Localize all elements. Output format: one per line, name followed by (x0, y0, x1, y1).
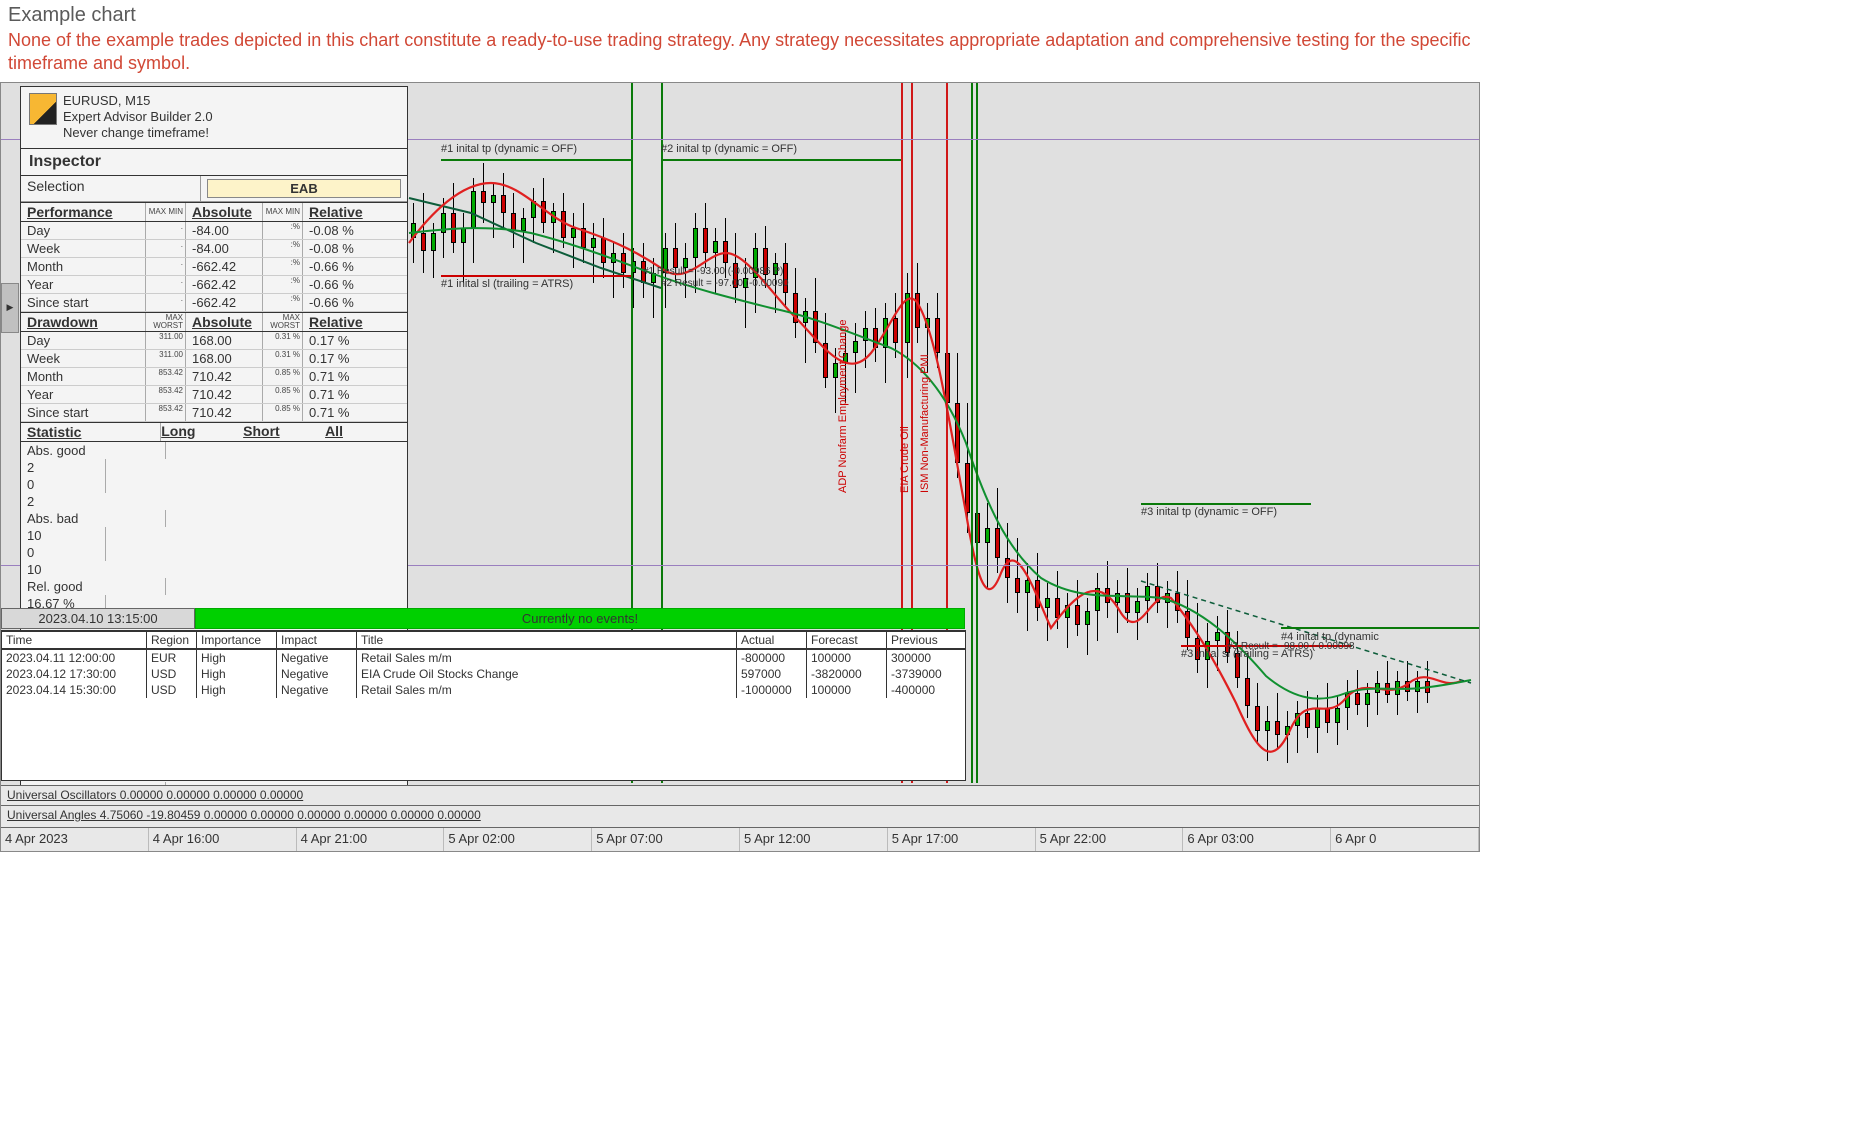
tp-marker-1 (441, 159, 631, 161)
ev-col-title[interactable]: Title (357, 632, 737, 648)
stat-header: Statistic (21, 423, 161, 441)
selection-label: Selection (21, 176, 201, 201)
table-row: Abs. bad10010 (21, 510, 407, 578)
ev-col-previous[interactable]: Previous (887, 632, 965, 648)
table-row: Since start853.42710.420.85 %0.71 % (21, 404, 407, 422)
table-row: Year.-662.42:%-0.66 % (21, 276, 407, 294)
anno-r2: #2 Result = -97.00 (-0.00090 (661, 278, 789, 289)
perf-rel-header: Relative (303, 203, 380, 221)
time-tick: 5 Apr 17:00 (888, 828, 1036, 851)
time-axis: 4 Apr 20234 Apr 16:004 Apr 21:005 Apr 02… (1, 827, 1479, 851)
perf-abs-header: Absolute (186, 203, 263, 221)
ev-col-impact[interactable]: Impact (277, 632, 357, 648)
panel-expand-handle[interactable] (1, 283, 19, 333)
table-row: Month.-662.42:%-0.66 % (21, 258, 407, 276)
inspector-header: Inspector (21, 149, 407, 176)
anno-sl1: #1 inital sl (trailing = ATRS) (441, 278, 573, 290)
anno-tp2: #2 inital tp (dynamic = OFF) (661, 143, 797, 155)
events-timestamp: 2023.04.10 13:15:00 (1, 608, 195, 629)
page-title: Example chart (0, 0, 1480, 29)
time-tick: 4 Apr 16:00 (149, 828, 297, 851)
time-tick: 6 Apr 03:00 (1183, 828, 1331, 851)
app-logo-icon (29, 93, 57, 125)
vline-green-3 (971, 83, 973, 783)
chart-subtitle1: Expert Advisor Builder 2.0 (63, 109, 213, 125)
anno-tp3: #3 inital tp (dynamic = OFF) (1141, 506, 1277, 518)
time-tick: 5 Apr 22:00 (1036, 828, 1184, 851)
vtext-adp: ADP Nonfarm Employment Change (837, 319, 849, 492)
page-warning: None of the example trades depicted in t… (0, 29, 1480, 82)
time-tick: 4 Apr 21:00 (297, 828, 445, 851)
vtext-ism: ISM Non-Manufacturing PMI (919, 354, 931, 493)
table-row: Year853.42710.420.85 %0.71 % (21, 386, 407, 404)
table-row: Week.-84.00:%-0.08 % (21, 240, 407, 258)
event-row[interactable]: 2023.04.11 12:00:00EURHighNegativeRetail… (2, 650, 965, 666)
table-row: Since start.-662.42:%-0.66 % (21, 294, 407, 312)
ev-col-region[interactable]: Region (147, 632, 197, 648)
stat-all-header: All (325, 423, 407, 441)
indicator-angles[interactable]: Universal Angles 4.75060 -19.80459 0.000… (1, 805, 1479, 827)
ev-col-importance[interactable]: Importance (197, 632, 277, 648)
stat-short-header: Short (243, 423, 325, 441)
tp-marker-3 (1141, 503, 1311, 505)
table-row: Month853.42710.420.85 %0.71 % (21, 368, 407, 386)
dd-mini2: MAX WORST (263, 313, 303, 331)
dd-mini1: MAX WORST (146, 313, 186, 331)
table-row: Day.-84.00:%-0.08 % (21, 222, 407, 240)
vtext-eia: EIA Crude Oil (899, 426, 911, 493)
event-row[interactable]: 2023.04.12 17:30:00USDHighNegativeEIA Cr… (2, 666, 965, 682)
chart-area[interactable]: #1 inital tp (dynamic = OFF) #2 inital t… (0, 82, 1480, 852)
anno-r1: #1 Result = -93.00 (-0.00986 P) (643, 266, 783, 277)
events-banner: Currently no events! (195, 608, 965, 629)
event-row[interactable]: 2023.04.14 15:30:00USDHighNegativeRetail… (2, 682, 965, 698)
performance-table: Performance MAX MIN Absolute MAX MIN Rel… (21, 202, 407, 312)
time-tick: 6 Apr 0 (1331, 828, 1479, 851)
tp-marker-2 (661, 159, 901, 161)
perf-mini2: MAX MIN (263, 203, 303, 221)
dd-abs-header: Absolute (186, 313, 263, 331)
selection-button[interactable]: EAB (207, 179, 401, 198)
chart-subtitle2: Never change timeframe! (63, 125, 213, 141)
ev-col-time[interactable]: Time (2, 632, 147, 648)
vline-green-4 (976, 83, 978, 783)
table-row: Abs. good202 (21, 442, 407, 510)
time-tick: 5 Apr 02:00 (444, 828, 592, 851)
stat-long-header: Long (161, 423, 243, 441)
time-tick: 5 Apr 07:00 (592, 828, 740, 851)
perf-header: Performance (21, 203, 146, 221)
chart-symbol: EURUSD, M15 (63, 93, 213, 109)
ev-col-forecast[interactable]: Forecast (807, 632, 887, 648)
time-tick: 5 Apr 12:00 (740, 828, 888, 851)
events-table: Time Region Importance Impact Title Actu… (1, 630, 966, 781)
time-tick: 4 Apr 2023 (1, 828, 149, 851)
dd-rel-header: Relative (303, 313, 380, 331)
perf-mini1: MAX MIN (146, 203, 186, 221)
chart-title-box: EURUSD, M15 Expert Advisor Builder 2.0 N… (21, 87, 407, 149)
sl-marker-1 (441, 275, 631, 277)
indicator-oscillators[interactable]: Universal Oscillators 0.00000 0.00000 0.… (1, 785, 1479, 807)
dd-header: Drawdown (21, 313, 146, 331)
ev-col-actual[interactable]: Actual (737, 632, 807, 648)
anno-tp1: #1 inital tp (dynamic = OFF) (441, 143, 577, 155)
drawdown-table: Drawdown MAX WORST Absolute MAX WORST Re… (21, 312, 407, 422)
events-bar: 2023.04.10 13:15:00 Currently no events! (1, 608, 1479, 629)
anno-r3: #3 Result = -98.00 (-0.00098 (1227, 641, 1355, 652)
table-row: Week311.00168.000.31 %0.17 % (21, 350, 407, 368)
table-row: Day311.00168.000.31 %0.17 % (21, 332, 407, 350)
